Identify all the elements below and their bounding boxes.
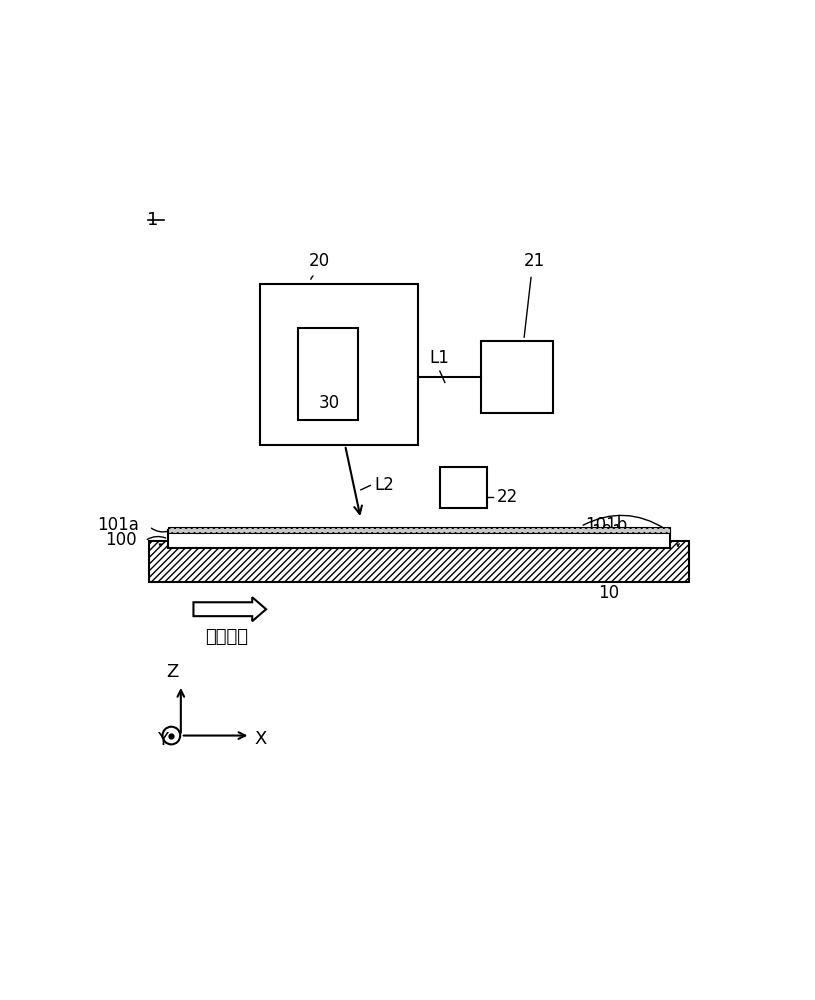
Text: 20: 20 bbox=[309, 252, 330, 270]
Bar bbox=[260, 284, 418, 445]
Text: 21: 21 bbox=[524, 252, 545, 270]
Text: 101b: 101b bbox=[585, 516, 628, 534]
Bar bbox=[481, 341, 553, 413]
Text: 100: 100 bbox=[105, 531, 137, 549]
Bar bbox=[168, 530, 671, 548]
Bar bbox=[297, 328, 358, 420]
Text: 1: 1 bbox=[147, 211, 158, 229]
Text: 101a: 101a bbox=[97, 516, 139, 534]
Text: 搞运方向: 搞运方向 bbox=[205, 628, 248, 646]
Text: L1: L1 bbox=[430, 349, 450, 367]
Text: Y: Y bbox=[157, 731, 169, 749]
Text: L2: L2 bbox=[375, 476, 394, 494]
Text: 101: 101 bbox=[592, 523, 623, 541]
Bar bbox=[440, 467, 487, 508]
Text: 22: 22 bbox=[496, 488, 518, 506]
Text: Z: Z bbox=[166, 663, 178, 681]
Text: X: X bbox=[255, 730, 267, 748]
FancyArrow shape bbox=[193, 597, 266, 621]
Bar bbox=[168, 527, 671, 533]
Text: 30: 30 bbox=[319, 394, 340, 412]
Bar bbox=[149, 541, 689, 582]
Text: 10: 10 bbox=[597, 584, 619, 602]
